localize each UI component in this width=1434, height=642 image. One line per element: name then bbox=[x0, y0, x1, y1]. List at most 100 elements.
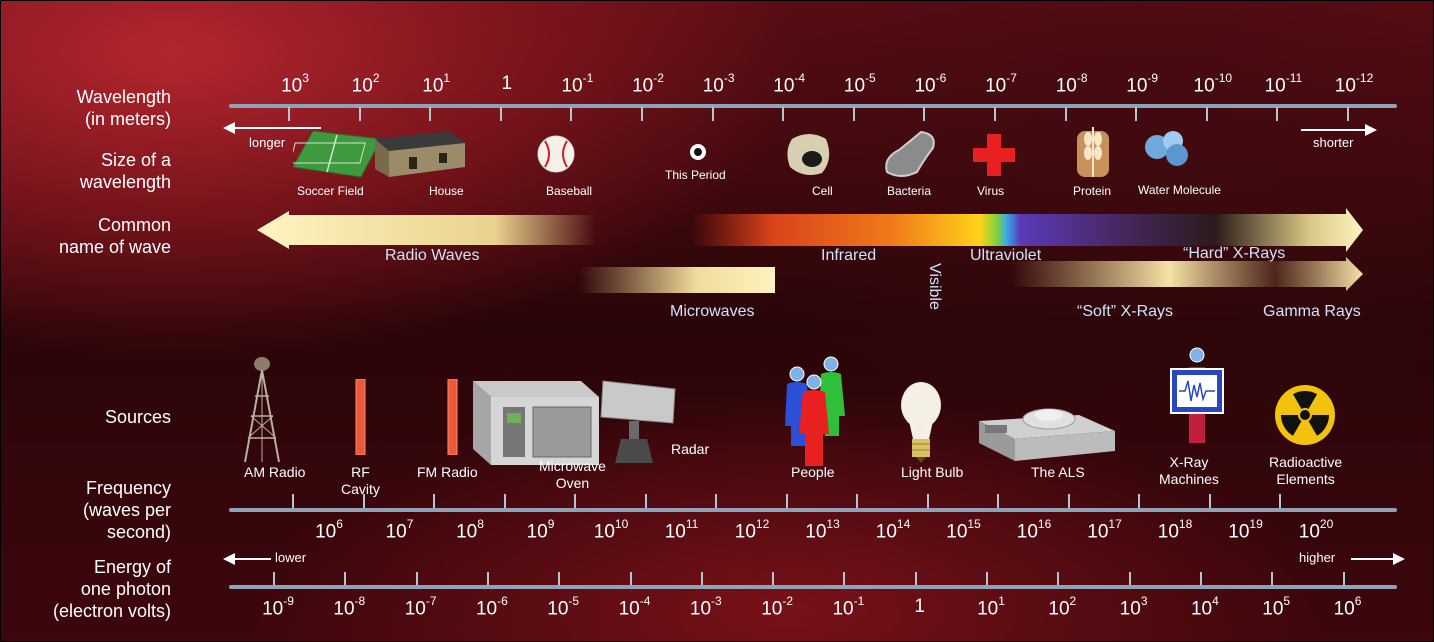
wavelength-tick-mark bbox=[641, 107, 643, 121]
energy-tick-mark bbox=[843, 572, 846, 585]
source-fm-radio-text: FM Radio bbox=[417, 464, 478, 480]
frequency-tick-label: 1012 bbox=[735, 517, 770, 543]
source-radioactive-line1: Radioactive bbox=[1269, 454, 1343, 470]
wavelength-tick-base: 10 bbox=[1264, 75, 1286, 97]
wavelength-tick-base: 10 bbox=[702, 75, 724, 97]
wavelength-tick-base: 10 bbox=[914, 75, 936, 97]
energy-tick-base: 10 bbox=[1048, 598, 1070, 620]
wavelength-tick-label: 10-9 bbox=[1126, 71, 1158, 97]
source-microwave-line2: Oven bbox=[555, 475, 590, 491]
energy-tick-label: 10-6 bbox=[475, 594, 508, 620]
frequency-tick-label: 1013 bbox=[805, 517, 840, 543]
wavelength-tick-label: 1 bbox=[502, 73, 513, 95]
frequency-tick-base: 10 bbox=[526, 521, 548, 543]
shorter-label: shorter bbox=[1313, 135, 1354, 150]
wavelength-tick-exponent: -7 bbox=[1006, 71, 1017, 85]
higher-arrow-icon bbox=[1351, 553, 1405, 565]
source-rf-line1: RF bbox=[351, 464, 370, 480]
size-cell: Cell bbox=[812, 184, 833, 198]
frequency-tick-label: 1015 bbox=[946, 517, 981, 543]
gamma-rays-label: Gamma Rays bbox=[1263, 303, 1361, 320]
frequency-tick-mark bbox=[644, 494, 647, 508]
energy-tick-label: 10-4 bbox=[619, 594, 651, 620]
wavelength-tick-exponent: -5 bbox=[865, 71, 876, 85]
frequency-tick-base: 10 bbox=[1016, 521, 1038, 543]
frequency-tick-exponent: 6 bbox=[336, 517, 343, 531]
energy-tick-base: 10 bbox=[689, 598, 712, 620]
shorter-arrow-icon bbox=[1301, 124, 1377, 136]
wavelength-tick-mark bbox=[499, 107, 502, 121]
frequency-tick-exponent: 9 bbox=[547, 517, 555, 531]
soft-xrays-label: “Soft” X-Rays bbox=[1077, 303, 1174, 320]
energy-tick-label: 10-7 bbox=[405, 594, 437, 620]
lower-label: lower bbox=[275, 550, 307, 565]
frequency-tick-exponent: 12 bbox=[755, 517, 770, 531]
wavelength-tick-exponent: -1 bbox=[582, 71, 594, 85]
wavelength-tick-mark bbox=[711, 107, 714, 121]
source-am-radio-text: AM Radio bbox=[244, 464, 306, 480]
frequency-tick-base: 10 bbox=[1228, 521, 1250, 543]
size-label-line1: Size of a bbox=[100, 150, 171, 170]
frequency-tick-exponent: 16 bbox=[1037, 517, 1052, 531]
frequency-tick-base: 10 bbox=[385, 521, 407, 543]
microwave-oven-icon bbox=[473, 381, 599, 465]
energy-tick-label: 10-3 bbox=[689, 594, 722, 620]
size-protein: Protein bbox=[1073, 184, 1112, 198]
wavelength-tick-label: 10-2 bbox=[632, 71, 664, 97]
energy-tick-exponent: -7 bbox=[425, 594, 437, 608]
frequency-tick-mark bbox=[926, 494, 929, 508]
soft-xrays-band bbox=[1011, 257, 1363, 291]
frequency-tick-base: 10 bbox=[315, 521, 337, 543]
energy-tick-exponent: -2 bbox=[782, 594, 793, 608]
energy-tick-exponent: 2 bbox=[1069, 594, 1077, 608]
energy-tick-base: 10 bbox=[1190, 598, 1213, 620]
source-radioactive-elements: Radioactive Elements bbox=[1269, 454, 1342, 488]
wavelength-tick-label: 101 bbox=[422, 71, 450, 97]
frequency-tick-mark bbox=[362, 494, 365, 508]
lower-arrow-icon bbox=[223, 553, 271, 565]
energy-tick-label: 104 bbox=[1190, 594, 1219, 620]
wavelength-tick-label: 103 bbox=[281, 71, 309, 97]
size-bacteria: Bacteria bbox=[887, 184, 932, 198]
frequency-tick-exponent: 7 bbox=[406, 517, 414, 531]
wavelength-tick-base: 10 bbox=[1193, 75, 1215, 97]
wavelength-tick-exponent: -8 bbox=[1076, 71, 1088, 85]
size-label-line2: wavelength bbox=[79, 172, 171, 192]
energy-tick-label: 10-9 bbox=[262, 594, 294, 620]
energy-tick-label: 106 bbox=[1334, 594, 1362, 620]
source-xray-machines: X-Ray Machines bbox=[1159, 454, 1219, 488]
protein-icon bbox=[1077, 127, 1109, 177]
frequency-tick-mark bbox=[574, 494, 576, 508]
radar-icon bbox=[600, 380, 676, 463]
frequency-tick-label: 106 bbox=[315, 517, 343, 543]
wavelength-tick-label: 10-10 bbox=[1193, 71, 1233, 97]
higher-label: higher bbox=[1299, 550, 1336, 565]
wavelength-tick-mark bbox=[994, 107, 996, 121]
hard-xrays-label: “Hard” X-Rays bbox=[1183, 245, 1286, 262]
wavelength-tick-exponent: -6 bbox=[935, 71, 947, 85]
radioactive-icon bbox=[1275, 385, 1335, 445]
energy-label: Energy of one photon (electron volts) bbox=[21, 556, 171, 622]
frequency-tick-base: 10 bbox=[1157, 521, 1179, 543]
people-icon bbox=[785, 356, 845, 466]
frequency-label-line1: Frequency bbox=[85, 478, 171, 498]
energy-tick-mark bbox=[629, 572, 632, 585]
wavelength-tick-label: 10-3 bbox=[702, 71, 735, 97]
wavelength-tick-mark bbox=[1064, 107, 1067, 121]
frequency-tick-label: 1019 bbox=[1228, 517, 1263, 543]
energy-tick-base: 10 bbox=[475, 598, 498, 620]
virus-icon bbox=[973, 134, 1015, 176]
wavelength-tick-exponent: -10 bbox=[1214, 71, 1233, 85]
source-radar-text: Radar bbox=[671, 441, 710, 457]
wavelength-tick-mark bbox=[1205, 107, 1208, 121]
energy-tick-mark bbox=[1271, 572, 1274, 585]
source-xray-line2: Machines bbox=[1159, 471, 1219, 487]
energy-tick-mark bbox=[1199, 572, 1202, 585]
wavelength-tick-exponent: -3 bbox=[723, 71, 735, 85]
energy-tick-exponent: -9 bbox=[283, 594, 294, 608]
energy-tick-label: 10-1 bbox=[832, 594, 864, 620]
source-radar: Radar bbox=[671, 441, 709, 458]
frequency-tick-exponent: 10 bbox=[614, 517, 629, 531]
ultraviolet-label: Ultraviolet bbox=[970, 247, 1042, 264]
energy-tick-mark bbox=[1057, 572, 1060, 585]
